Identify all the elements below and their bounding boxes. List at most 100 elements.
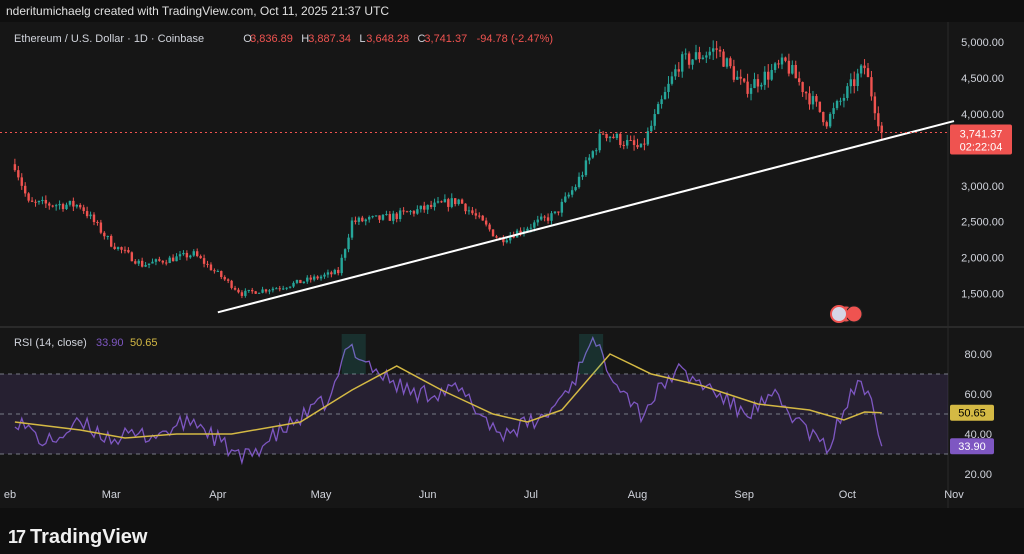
candle-body [784,57,787,61]
candle-body [846,86,849,98]
candle-body [395,213,398,220]
chart-svg[interactable]: 1,500.00 2,000.00 2,500.00 3,000.00 4,000.00… [0,22,1024,508]
candle-body [553,211,557,214]
rsi-ma-tag [950,404,994,421]
candle-body [392,213,395,221]
candle-body [591,151,594,158]
price-axis-tick: 4,500.00 [961,73,1004,85]
price-legend: Ethereum / U.S. Dollar · 1D · Coinbase O3… [14,33,553,45]
legend-text: -94.78 (-2.47%) [477,33,553,45]
candle-body [34,201,37,203]
candle-body [626,140,629,146]
candle-body [543,216,546,218]
time-axis: eb Mar Apr May Jun Jul Aug Sep Oct Nov [4,489,964,501]
candle-body [254,291,257,294]
us-flag-event-icon [830,305,848,323]
candle-body [670,76,674,84]
candle-body [61,204,65,210]
legend-text: 3,836.89 [250,33,293,45]
candle-body [650,125,653,132]
candle-body [436,201,440,203]
time-axis-tick: Apr [209,489,226,501]
tradingview-logo-mark: 17 [8,526,26,547]
legend-text: 3,648.28 [366,33,409,45]
candle-body [244,290,247,296]
candle-body [79,204,82,208]
candle-body [674,69,677,77]
candle-body [116,247,120,249]
candle-body [264,289,268,292]
last-price-tag [950,124,1012,155]
candle-body [261,289,264,293]
candle-body [199,256,202,259]
candle-body [832,108,835,114]
candle-body [756,79,760,87]
candle-body [350,220,354,238]
rsi-line [14,335,883,466]
candle-body [20,177,23,186]
candle-body [381,214,385,220]
candle-body [220,271,223,278]
candle-body [361,217,364,222]
candle-body [106,236,109,238]
price-axis-tick: 4,000.00 [961,109,1004,121]
rsi-axis-tick: 80.00 [964,349,992,361]
legend-text: O [243,33,252,45]
candle-body [196,251,199,257]
tradingview-logo[interactable]: 17 TradingView [8,525,148,548]
candle-body [660,99,663,105]
snapshot-attribution: nderitumichaelg created with TradingView… [6,4,390,18]
candle-body [601,133,605,135]
candle-body [870,77,873,97]
candle-body [856,73,859,87]
candle-body [725,58,729,67]
candle-body [357,217,361,222]
rsi-tag-value: 33.90 [958,441,986,453]
candle-body [636,144,639,148]
candle-body [340,257,343,274]
candle-body [550,213,553,221]
candle-body [701,57,705,60]
candle-body [423,205,426,210]
candle-body [742,78,746,82]
tradingview-logo-text: TradingView [30,525,148,548]
candle-body [667,83,670,92]
candle-body [663,91,667,100]
candle-body [877,113,880,127]
rsi-axis-tick: 60.00 [964,389,992,401]
candle-body [92,214,96,222]
candle-body [839,100,842,102]
candle-body [171,257,175,262]
rsi-legend-ma-value: 50.65 [130,337,158,349]
candle-body [708,51,711,56]
candle-body [257,292,261,294]
candle-body [825,122,828,127]
candle-body [842,97,846,101]
candle-body [429,204,433,208]
economic-event-icons [830,305,863,323]
candle-body [570,190,574,195]
chart-area[interactable]: 1,500.00 2,000.00 2,500.00 3,000.00 4,000.00… [0,22,1024,508]
candle-body [120,247,123,250]
candle-body [398,210,402,220]
candle-body [96,221,99,223]
candle-body [68,200,72,205]
candle-body [326,272,330,275]
candle-body [161,260,164,263]
candle-body [574,187,577,191]
candle-body [271,288,275,291]
time-axis-tick: Sep [734,489,754,501]
rsi-overbought-zone [341,334,366,374]
trendline [217,120,955,314]
candle-body [478,215,481,217]
price-axis-tick: 1,500.00 [961,289,1004,301]
candle-body [540,216,543,220]
price-axis-tick: 3,000.00 [961,181,1004,193]
candle-body [811,96,815,105]
candle-body [230,280,233,288]
candle-body [760,84,763,87]
candle-body [608,136,612,139]
candle-body [103,232,106,237]
candle-body [24,185,27,194]
